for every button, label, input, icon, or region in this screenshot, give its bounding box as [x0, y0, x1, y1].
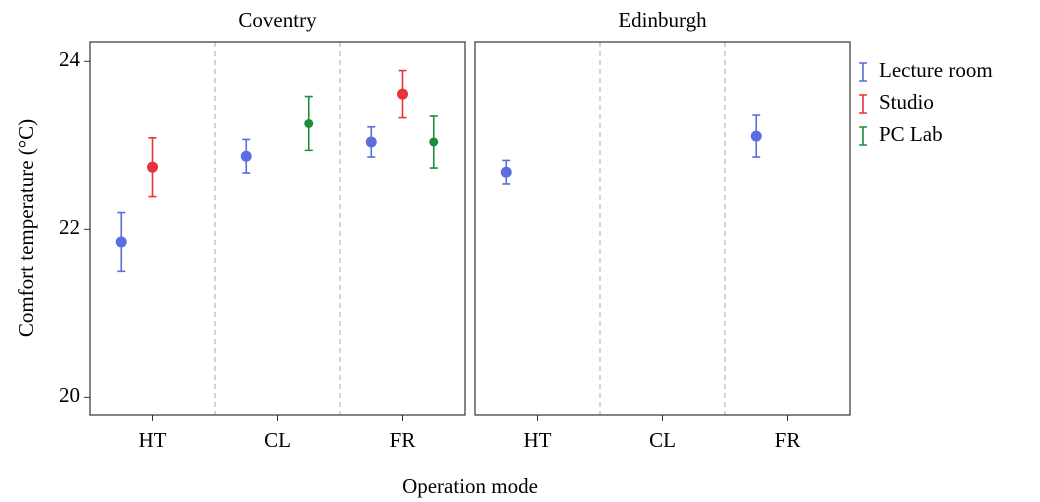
x-tick-label: HT: [139, 428, 167, 452]
point: [240, 150, 252, 162]
x-tick-label: CL: [649, 428, 676, 452]
x-tick-label: CL: [264, 428, 291, 452]
legend-key: [859, 94, 867, 114]
legend-label: Lecture room: [879, 58, 993, 82]
legend-label: PC Lab: [879, 122, 943, 146]
y-axis-label: Comfort temperature (°C): [14, 119, 38, 337]
panel-title: Edinburgh: [618, 8, 707, 32]
y-tick-label: 20: [59, 383, 80, 407]
panel-frame: [474, 41, 851, 416]
point: [500, 166, 512, 178]
panel-frame: [89, 41, 466, 416]
legend-key: [859, 126, 867, 146]
x-tick-label: FR: [390, 428, 416, 452]
x-tick-label: FR: [775, 428, 801, 452]
point: [147, 161, 158, 173]
point: [365, 136, 377, 148]
x-tick-label: HT: [524, 428, 552, 452]
legend-label: Studio: [879, 90, 934, 114]
x-axis-label: Operation mode: [402, 474, 538, 498]
panel-title: Coventry: [238, 8, 317, 32]
point: [304, 118, 314, 128]
point: [115, 236, 127, 248]
point: [397, 88, 408, 100]
y-tick-label: 22: [59, 215, 80, 239]
legend-key: [859, 62, 867, 82]
point: [429, 137, 439, 147]
point: [750, 130, 762, 142]
y-tick-label: 24: [59, 47, 81, 71]
